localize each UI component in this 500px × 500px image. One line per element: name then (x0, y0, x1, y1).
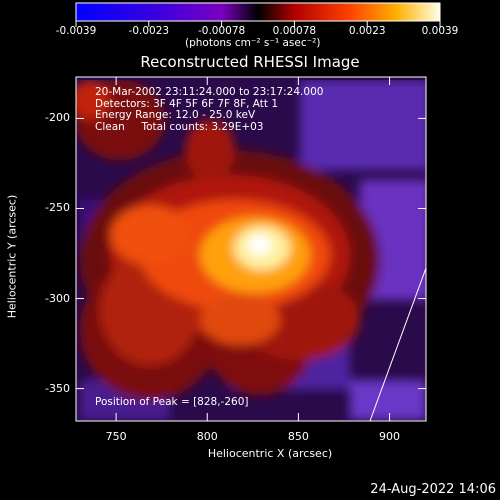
colorbar (75, 2, 441, 22)
solar-limb-line (369, 267, 426, 421)
x-tick-label: 850 (287, 430, 309, 443)
info-detectors: Detectors: 3F 4F 5F 6F 7F 8F, Att 1 (95, 97, 279, 110)
plot-title: Reconstructed RHESSI Image (140, 53, 360, 71)
info-time-range: 20-Mar-2002 23:11:24.000 to 23:17:24.000 (95, 86, 324, 98)
axis-ticks (76, 77, 426, 421)
x-axis-label: Heliocentric X (arcsec) (207, 447, 333, 460)
info-counts: Clean Total counts: 3.29E+03 (95, 120, 264, 133)
colorbar-tick-label: 0.00078 (272, 25, 317, 37)
colorbar-tick-label: -0.0023 (128, 25, 170, 37)
colorbar-units: (photons cm⁻² s⁻¹ asec⁻²) (185, 37, 321, 49)
colorbar-tick-label: 0.0039 (421, 25, 459, 37)
info-energy-range: Energy Range: 12.0 - 25.0 keV (95, 109, 256, 121)
x-tick-label: 750 (105, 430, 127, 443)
y-tick-label: -300 (45, 291, 70, 305)
emission-map (76, 80, 426, 420)
plot-frame (75, 76, 427, 422)
y-tick-label: -350 (45, 381, 70, 395)
x-tick-label: 800 (196, 430, 218, 443)
colorbar-ticks (75, 21, 441, 27)
colorbar-tick-label: -0.0039 (55, 25, 97, 37)
info-block: 20-Mar-2002 23:11:24.000 to 23:17:24.000… (95, 86, 324, 133)
colorbar-tick-label: -0.00078 (197, 25, 246, 37)
timestamp: 24-Aug-2022 14:06 (370, 482, 496, 497)
y-tick-label: -250 (45, 201, 70, 215)
x-tick-label: 900 (379, 430, 401, 443)
colorbar-tick-label: 0.0023 (348, 25, 386, 37)
y-tick-label: -200 (45, 111, 70, 125)
solar-image (76, 77, 426, 421)
peak-position: Position of Peak = [828,-260] (95, 396, 249, 408)
y-axis-label: Heliocentric Y (arcsec) (5, 194, 19, 319)
